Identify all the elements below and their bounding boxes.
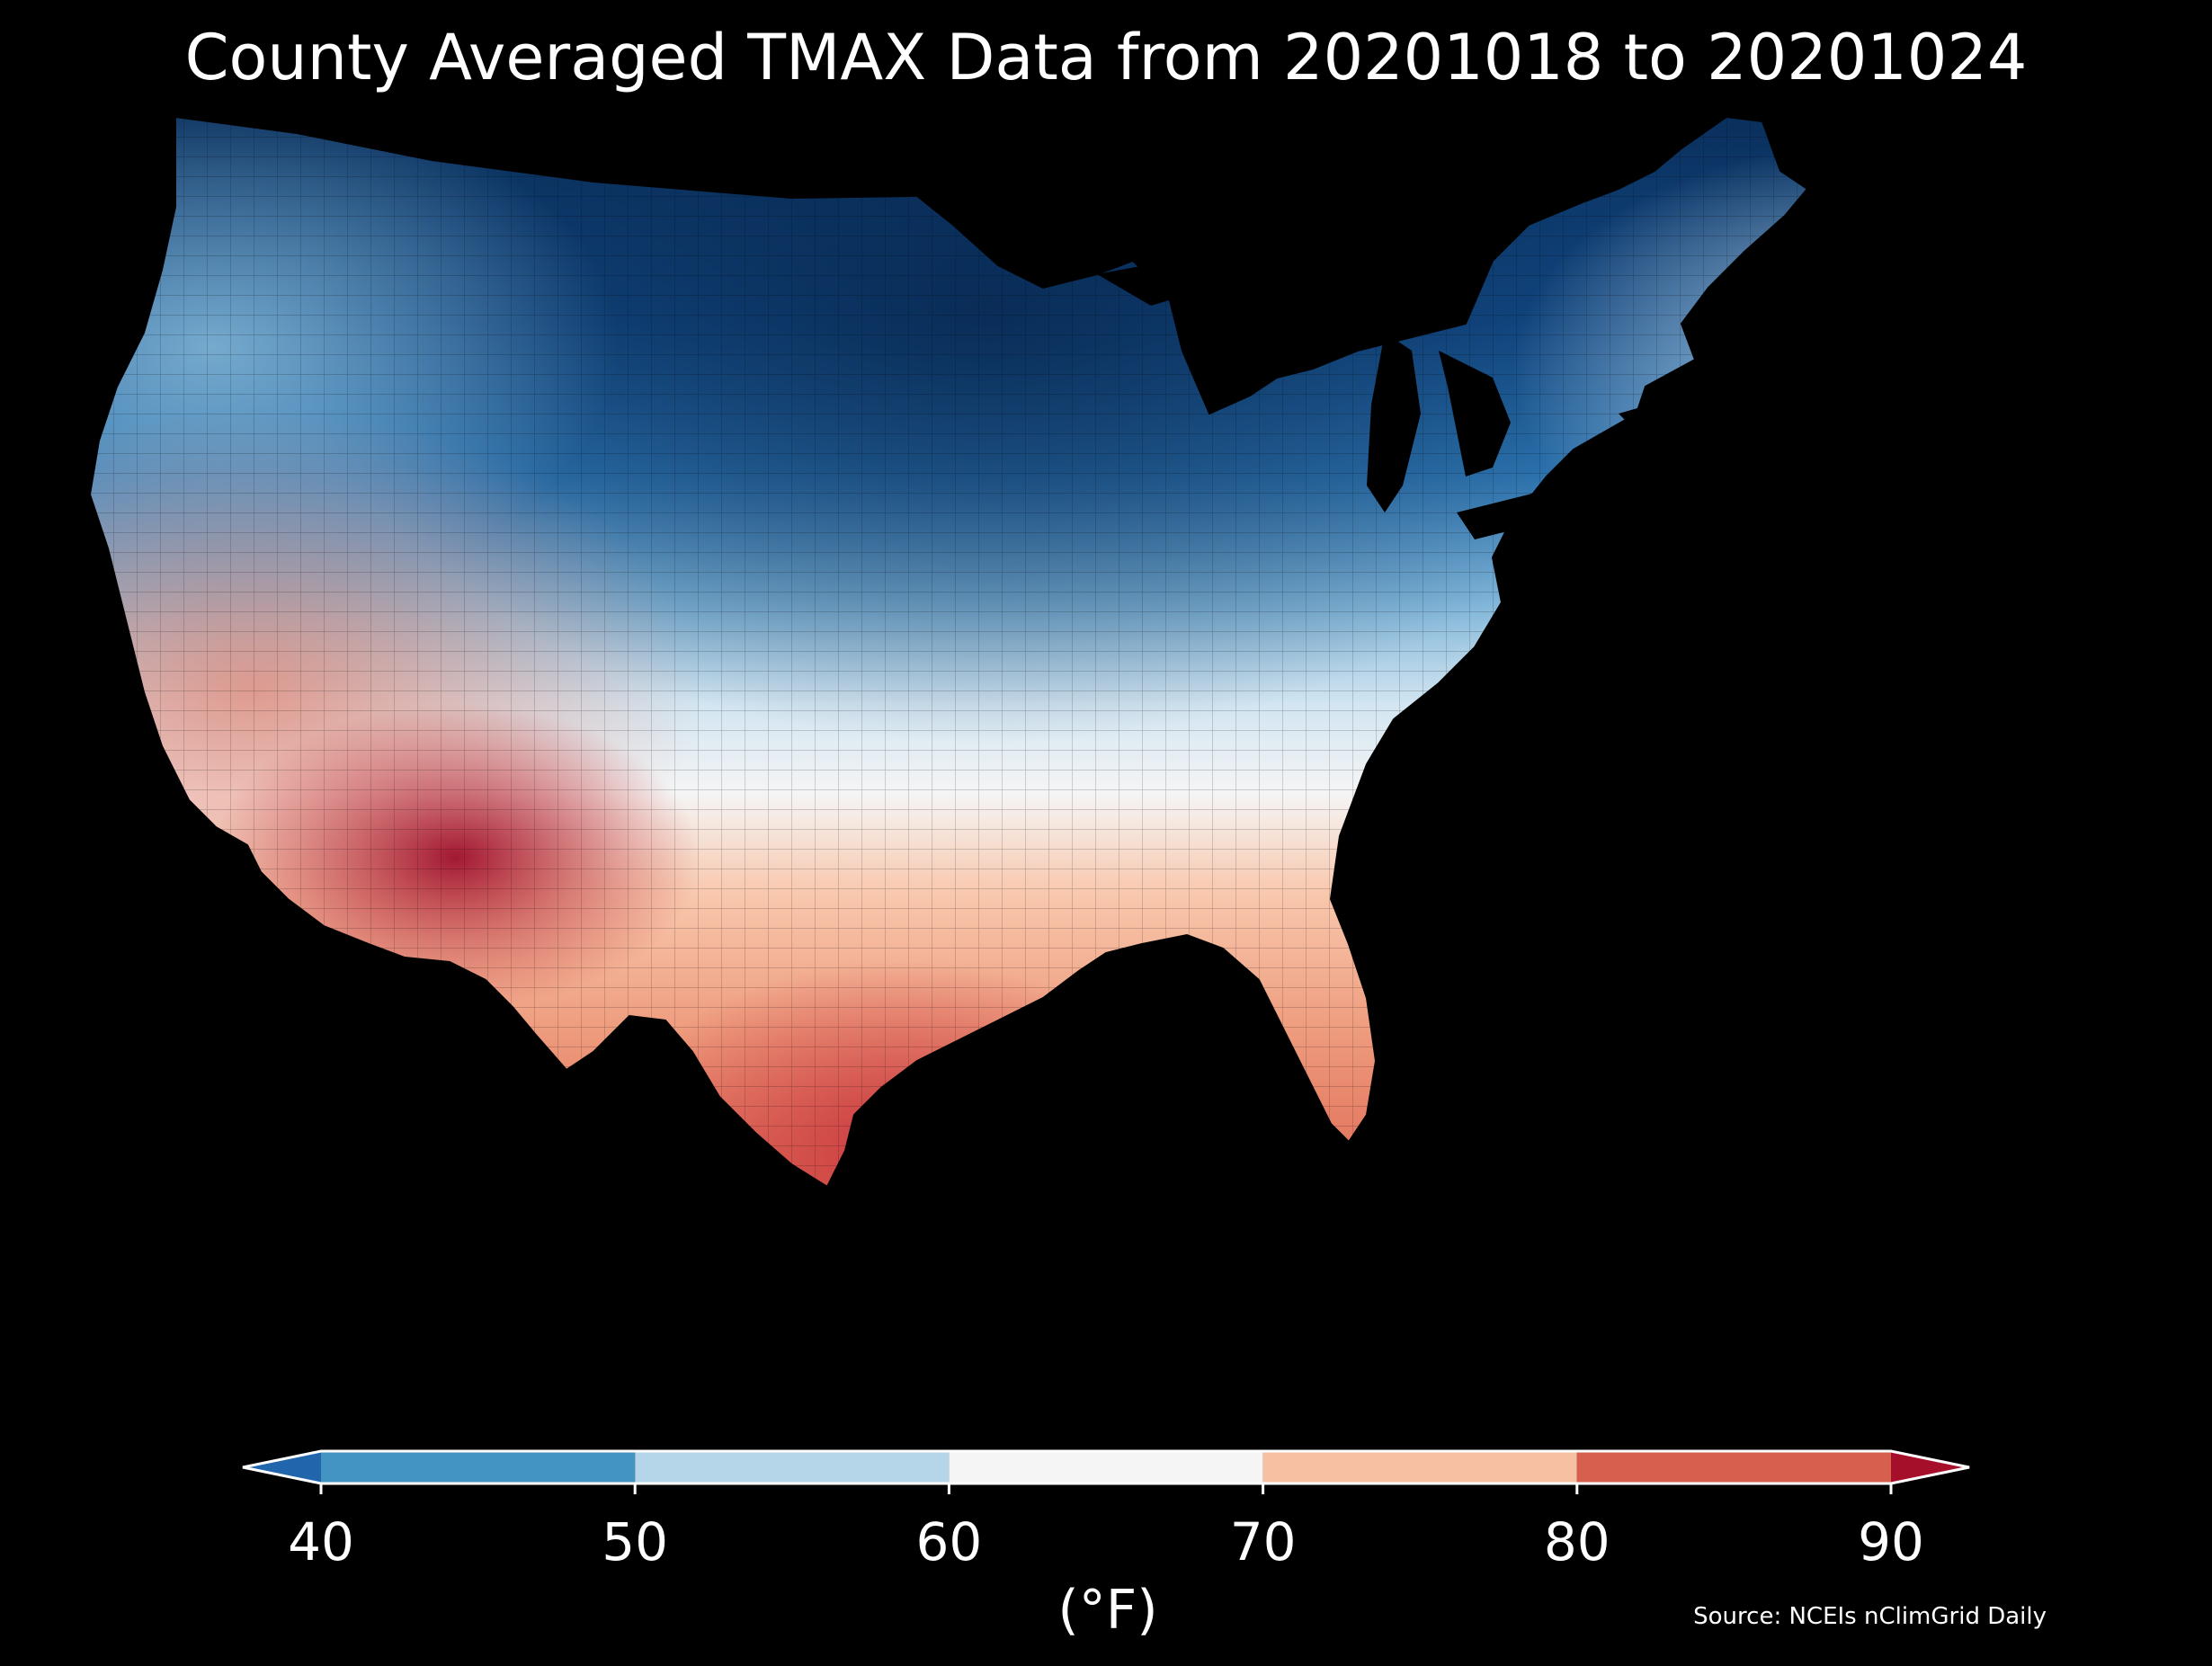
colorbar-over-arrow	[1891, 1451, 1969, 1483]
colorbar-bin-50-60	[635, 1451, 950, 1483]
county-fill-layer	[90, 117, 1807, 1187]
colorbar-svg	[242, 1449, 1970, 1494]
colorbar-ticks	[319, 1483, 1893, 1494]
colorbar-bin-70-80	[1262, 1451, 1577, 1483]
choropleth-map	[90, 117, 2122, 1394]
map-title: County Averaged TMAX Data from 20201018 …	[184, 21, 2028, 94]
colorbar-bin-80-90	[1576, 1451, 1891, 1483]
colorbar-bin-60-70	[949, 1451, 1263, 1483]
lake-huron	[1439, 351, 1511, 477]
lake-erie	[1457, 477, 1601, 539]
colorbar-units-label: (°F)	[1057, 1579, 1158, 1642]
colorbar	[0, 1439, 2212, 1546]
colorbar-bins	[321, 1451, 1891, 1483]
source-note: Source: NCEIs nClimGrid Daily	[1693, 1603, 2047, 1630]
lake-michigan	[1367, 333, 1421, 512]
colorbar-tick-label-60: 60	[915, 1511, 983, 1572]
colorbar-tick-label-80: 80	[1543, 1511, 1610, 1572]
lake-superior	[1097, 243, 1313, 306]
us-outline	[90, 117, 1809, 1189]
lake-ontario	[1619, 396, 1699, 432]
colorbar-tick-label-70: 70	[1229, 1511, 1297, 1572]
colorbar-tick-label-50: 50	[602, 1511, 669, 1572]
colorbar-tick-label-90: 90	[1858, 1511, 1924, 1572]
conus-county-map	[90, 117, 1809, 1189]
colorbar-under-arrow	[243, 1451, 321, 1483]
colorbar-bin-40-50	[321, 1451, 636, 1483]
colorbar-tick-label-40: 40	[288, 1511, 354, 1572]
great-lakes	[1097, 243, 1699, 539]
